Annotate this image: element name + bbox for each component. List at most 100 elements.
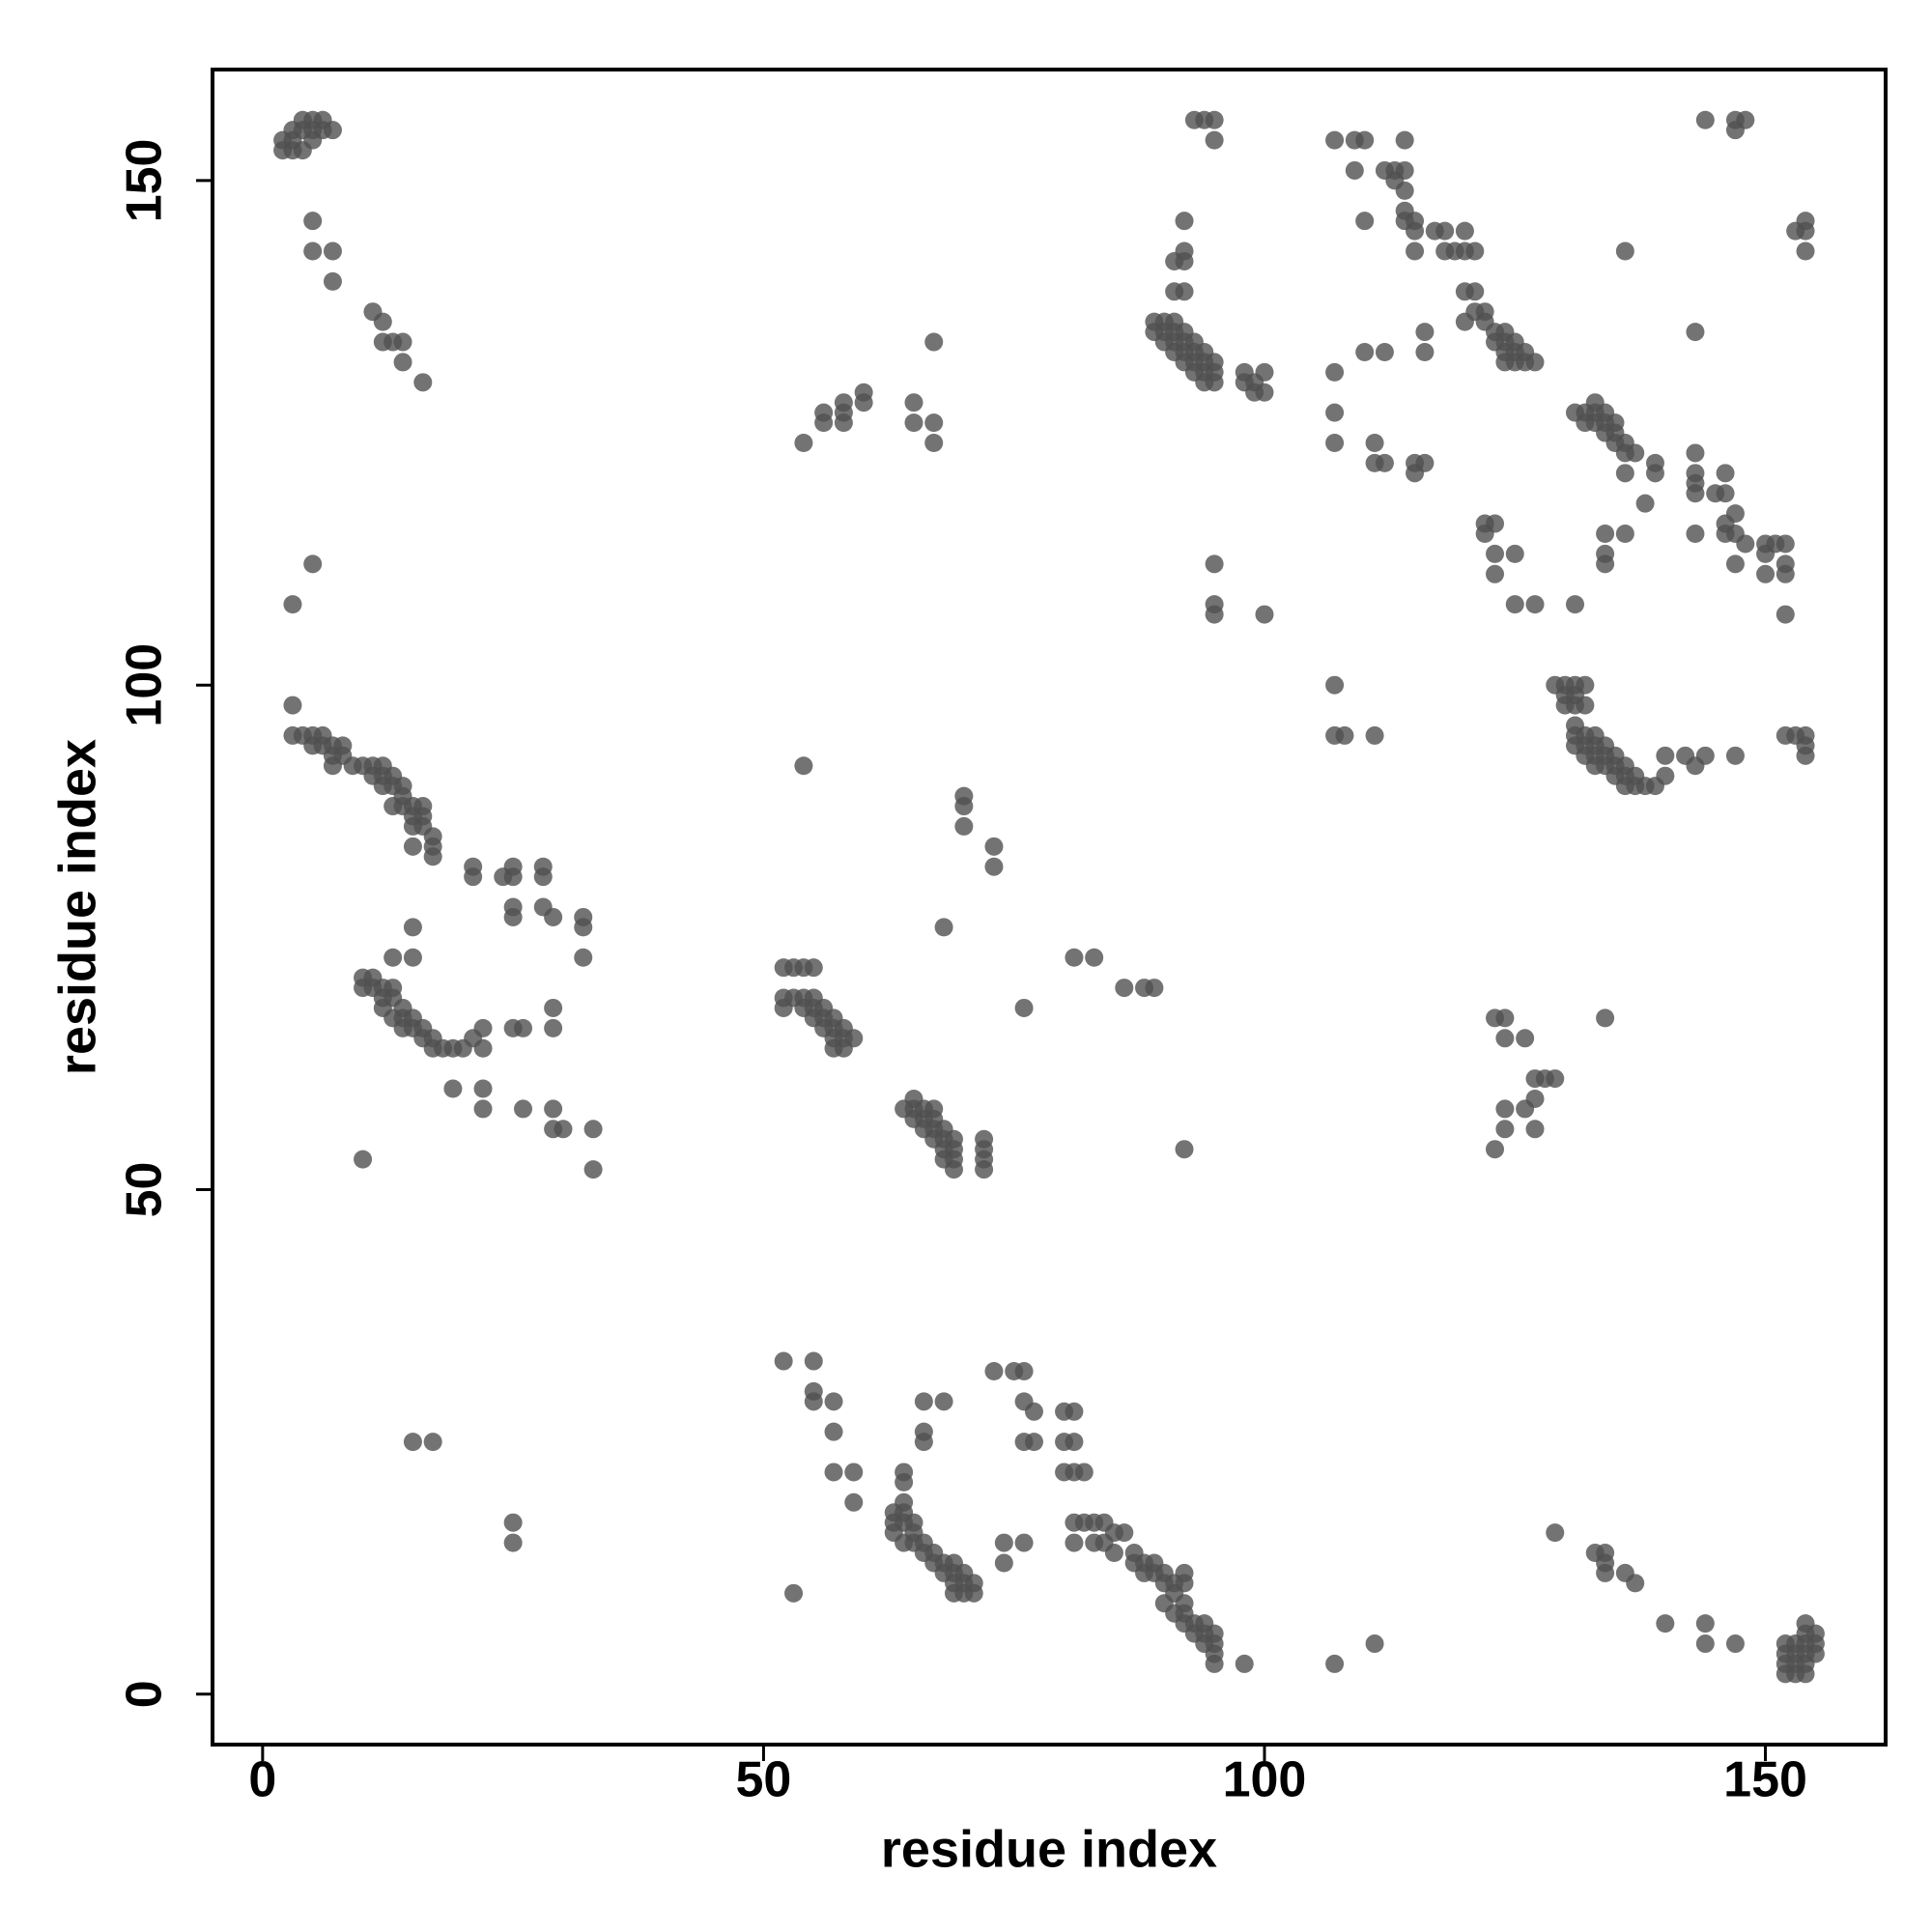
scatter-point [1796,221,1815,241]
y-axis-title: residue index [48,739,106,1075]
scatter-point [514,1018,533,1037]
scatter-point [1065,1402,1084,1421]
scatter-point [1516,1099,1535,1119]
scatter-point [984,857,1004,876]
scatter-point [1235,1654,1254,1673]
scatter-point [804,1392,823,1411]
scatter-point [1205,605,1224,624]
scatter-point [283,595,302,614]
scatter-point [844,1492,864,1512]
scatter-point [503,907,523,926]
scatter-point [1645,464,1664,483]
scatter-point [844,1463,864,1482]
x-axis-title: residue index [881,1820,1217,1878]
scatter-point [514,1099,533,1119]
scatter-point [583,1120,603,1139]
scatter-point [1756,564,1776,583]
scatter-point [1325,130,1345,150]
scatter-point [1465,282,1485,301]
scatter-point [1255,383,1274,402]
scatter-point [924,332,944,352]
scatter-point [975,1160,994,1179]
scatter-point [1465,242,1485,261]
scatter-point [1345,160,1364,180]
scatter-point [1626,1574,1645,1593]
scatter-point [814,403,834,422]
x-tick-label: 150 [1723,1752,1807,1808]
scatter-point [473,1038,493,1058]
scatter-point [1525,353,1545,372]
scatter-point [1796,746,1815,765]
scatter-point [774,998,793,1017]
scatter-point [1255,605,1274,624]
scatter-point [1325,403,1345,422]
scatter-point [1776,564,1795,583]
scatter-point [1205,110,1224,129]
scatter-point [1725,746,1745,765]
scatter-point [1104,1544,1123,1563]
scatter-point [1014,998,1034,1017]
x-tick-label: 50 [735,1752,791,1808]
scatter-point [1596,525,1615,544]
scatter-point [1505,595,1524,614]
scatter-point [924,433,944,452]
scatter-point [354,1150,373,1169]
scatter-point [784,1583,804,1603]
scatter-point [1355,212,1375,231]
scatter-point [904,413,923,433]
scatter-point [944,1160,963,1179]
scatter-point [1085,948,1104,967]
scatter-point [1736,534,1755,554]
scatter-point [1335,725,1354,745]
scatter-point [1255,362,1274,382]
scatter-point [954,797,974,816]
scatter-point [934,918,953,937]
scatter-point [1325,362,1345,382]
scatter-point [533,867,553,887]
scatter-point [1325,675,1345,695]
scatter-point [544,907,563,926]
scatter-point [1205,130,1224,150]
scatter-point [1695,110,1715,129]
scatter-point [1205,554,1224,574]
scatter-point [1495,1009,1515,1028]
scatter-point [1475,525,1494,544]
scatter-point [1205,1654,1224,1673]
scatter-point [1065,1533,1084,1552]
scatter-point [984,837,1004,856]
scatter-point [1486,564,1505,583]
scatter-point [1325,1654,1345,1673]
scatter-point [1686,443,1705,463]
scatter-point [1365,1634,1384,1654]
scatter-point [1365,433,1384,452]
scatter-point [464,867,483,887]
scatter-point [895,1472,914,1492]
scatter-point [1546,1523,1565,1543]
scatter-point [393,332,412,352]
scatter-point [303,130,323,150]
x-tick-label: 0 [248,1752,276,1808]
scatter-point [1525,1120,1545,1139]
scatter-point [964,1574,983,1593]
scatter-point [574,918,593,937]
scatter-point [323,121,342,140]
scatter-point [774,1351,793,1371]
scatter-point [503,1513,523,1532]
scatter-point [834,393,853,412]
scatter-point [1796,1614,1815,1634]
scatter-point [1776,605,1795,624]
scatter-point [1455,221,1474,241]
scatter-point [1695,1634,1715,1654]
scatter-point [1725,121,1745,140]
scatter-point [1175,1563,1194,1582]
scatter-point [1656,766,1675,785]
scatter-point [1355,342,1375,361]
plot-frame [211,68,1888,1747]
scatter-point [403,837,422,856]
scatter-point [1756,544,1776,563]
scatter-point [1495,1029,1515,1048]
scatter-point [1375,342,1394,361]
scatter-point [1656,746,1675,765]
scatter-point [1415,323,1435,342]
scatter-point [1546,1069,1565,1089]
